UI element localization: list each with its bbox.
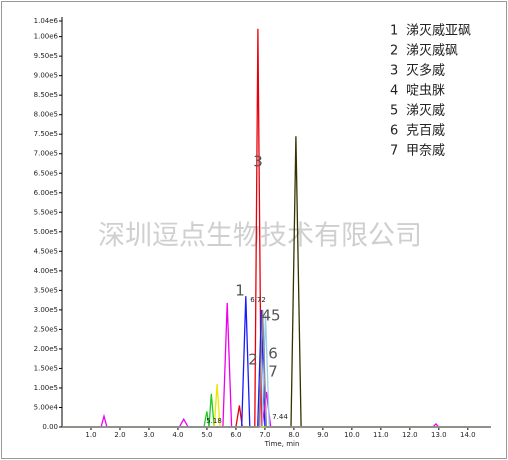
y-tick-label: 9.00e5 — [34, 72, 58, 80]
x-tick-label: 1.0 — [85, 431, 96, 439]
x-tick-label: 13.0 — [431, 431, 447, 439]
legend-label: 涕灭威砜 — [406, 43, 458, 59]
legend-label: 啶虫脒 — [406, 84, 445, 99]
y-tick-label: 2.00e5 — [34, 345, 58, 353]
peak-annotation: 3 — [253, 153, 263, 171]
legend-number: 4 — [390, 84, 398, 99]
x-tick-label: 14.0 — [460, 431, 476, 439]
x-tick-label: 5.0 — [201, 431, 212, 439]
x-axis-label: Time, min — [264, 440, 300, 448]
x-tick-label: 12.0 — [402, 431, 418, 439]
y-tick-label: 1.00e5 — [34, 384, 58, 392]
x-tick-label: 11.0 — [373, 431, 389, 439]
y-tick-label: 1.04e6 — [34, 17, 59, 25]
x-tick-label: 8.0 — [288, 431, 299, 439]
legend-label: 涕灭威 — [406, 103, 445, 119]
chromatogram-trace — [62, 302, 491, 428]
y-tick-label: 5.50e5 — [34, 208, 58, 216]
y-tick-label: 9.50e5 — [34, 52, 58, 60]
y-tick-label: 5.00e4 — [34, 403, 59, 411]
x-tick-label: 9.0 — [317, 431, 328, 439]
y-tick-label: 6.00e5 — [34, 189, 58, 197]
chromatogram-trace — [62, 393, 491, 428]
peak-annotation: 7 — [268, 363, 278, 381]
peak-annotation: 2 — [248, 351, 258, 369]
y-tick-label: 3.00e5 — [34, 306, 58, 314]
legend-number: 1 — [390, 24, 398, 39]
y-tick-label: 0.00 — [42, 423, 58, 431]
x-tick-label: 3.0 — [143, 431, 154, 439]
y-tick-label: 8.00e5 — [34, 111, 58, 119]
legend-number: 2 — [390, 44, 398, 59]
peak-annotation: 7.44 — [272, 413, 288, 421]
peak-annotation: 6 — [268, 345, 278, 363]
x-tick-label: 6.0 — [230, 431, 241, 439]
y-tick-label: 1.00e6 — [34, 33, 59, 41]
chromatogram-trace — [62, 136, 491, 428]
peak-annotation: 6.72 — [250, 296, 266, 304]
chromatogram-trace — [62, 309, 491, 428]
y-tick-label: 6.50e5 — [34, 169, 58, 177]
x-tick-label: 4.0 — [172, 431, 183, 439]
y-tick-label: 5.00e5 — [34, 228, 58, 236]
peak-annotation: 45 — [261, 307, 280, 325]
y-tick-label: 4.00e5 — [34, 267, 58, 275]
y-tick-label: 3.50e5 — [34, 286, 58, 294]
x-tick-label: 10.0 — [344, 431, 360, 439]
x-tick-label: 2.0 — [114, 431, 125, 439]
y-tick-label: 8.50e5 — [34, 91, 58, 99]
legend-number: 7 — [390, 144, 398, 159]
legend-label: 克百威 — [406, 124, 445, 139]
legend-label: 灭多威 — [406, 63, 445, 79]
y-tick-label: 4.50e5 — [34, 247, 58, 255]
legend-label: 涕灭威亚砜 — [406, 23, 471, 39]
legend-label: 甲奈威 — [406, 144, 445, 159]
y-tick-label: 7.50e5 — [34, 130, 58, 138]
legend-number: 6 — [390, 124, 398, 139]
peak-annotation: 5.18 — [206, 417, 222, 425]
y-tick-label: 1.50e5 — [34, 364, 58, 372]
legend-number: 5 — [390, 104, 398, 119]
peak-annotation: 1 — [235, 282, 245, 300]
y-tick-label: 2.50e5 — [34, 325, 58, 333]
legend-number: 3 — [390, 64, 398, 79]
x-tick-label: 7.0 — [259, 431, 270, 439]
y-tick-label: 7.00e5 — [34, 150, 58, 158]
